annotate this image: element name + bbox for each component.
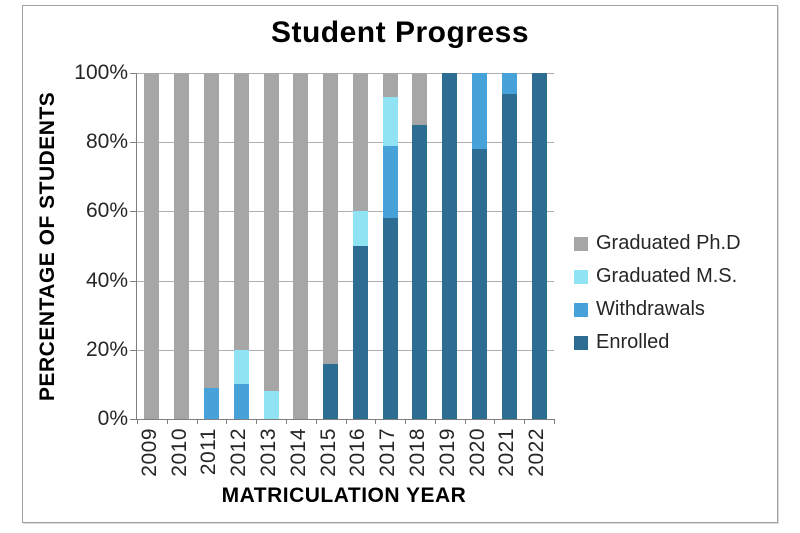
x-tick-mark [464, 419, 466, 424]
bar-segment-2020-withdrawals [472, 73, 488, 150]
y-tick-label-40: 40% [85, 268, 128, 292]
chart-frame: Student Progress PERCENTAGE OF STUDENTS … [22, 5, 778, 523]
legend-swatch-icon [574, 302, 588, 317]
bar-segment-2017-graduated-m-s- [382, 97, 398, 146]
x-tick-label-2013: 2013 [257, 428, 281, 477]
bar-segment-2010-graduated-ph-d [174, 73, 190, 419]
legend-item-withdrawals: Withdrawals [574, 293, 741, 326]
legend-swatch-icon [574, 236, 588, 251]
legend-label: Withdrawals [596, 298, 705, 320]
bar-segment-2013-graduated-m-s- [263, 391, 279, 419]
y-tick-label-0: 0% [97, 407, 128, 430]
legend-label: Graduated Ph.D [596, 232, 741, 254]
x-tick-mark [375, 419, 377, 424]
x-axis-title: MATRICULATION YEAR [221, 484, 467, 507]
bar-segment-2012-withdrawals [233, 384, 249, 419]
bar-segment-2012-graduated-m-s- [233, 349, 249, 385]
x-tick-label-2012: 2012 [227, 428, 251, 477]
y-tick-mark [130, 142, 136, 144]
legend-swatch-icon [574, 269, 588, 284]
y-tick-label-20: 20% [85, 337, 128, 361]
y-tick-mark [130, 73, 136, 74]
y-tick-mark [130, 280, 136, 282]
bar-segment-2021-withdrawals [501, 73, 517, 94]
bar-segment-2011-withdrawals [203, 387, 219, 419]
bar-segment-2014-graduated-ph-d [293, 73, 309, 419]
bar-segment-2022-enrolled [531, 73, 547, 419]
bar-segment-2009-graduated-ph-d [144, 73, 160, 419]
gridline-40 [137, 280, 554, 282]
bar-segment-2017-enrolled [382, 218, 398, 419]
x-tick-mark [226, 419, 228, 424]
y-tick-mark [130, 211, 136, 213]
bar-segment-2019-enrolled [442, 73, 458, 419]
x-tick-mark [405, 419, 407, 424]
y-axis-title: PERCENTAGE OF STUDENTS [36, 91, 59, 401]
x-tick-mark [196, 419, 198, 424]
chart-title: Student Progress [270, 16, 530, 49]
legend: Graduated Ph.D Graduated M.S. Withdrawals E… [574, 227, 741, 359]
x-tick-label-2021: 2021 [495, 428, 519, 477]
bar-segment-2016-graduated-m-s- [352, 211, 368, 246]
x-tick-mark [524, 419, 526, 424]
bar-segment-2016-enrolled [352, 246, 368, 419]
bar-segment-2012-graduated-ph-d [233, 73, 249, 350]
x-tick-mark [494, 419, 496, 424]
x-tick-label-2010: 2010 [167, 428, 191, 477]
x-tick-label-2011: 2011 [197, 428, 221, 476]
y-tick-mark [130, 349, 136, 351]
x-tick-label-2022: 2022 [525, 428, 549, 477]
x-tick-label-2020: 2020 [465, 428, 489, 477]
x-tick-label-2019: 2019 [435, 428, 459, 477]
y-tick-mark [130, 419, 136, 420]
x-tick-mark [554, 419, 555, 424]
bar-segment-2015-enrolled [323, 363, 339, 419]
legend-item-graduated-ph-d: Graduated Ph.D [574, 227, 741, 260]
y-tick-label-100: 100% [74, 61, 128, 84]
bar-segment-2017-withdrawals [382, 145, 398, 219]
x-tick-label-2015: 2015 [316, 428, 340, 477]
gridline-80 [137, 142, 554, 144]
x-tick-mark [137, 419, 138, 424]
x-tick-mark [434, 419, 436, 424]
y-tick-label-80: 80% [85, 130, 128, 154]
bar-segment-2020-enrolled [472, 149, 488, 419]
x-tick-mark [315, 419, 317, 424]
x-tick-label-2014: 2014 [286, 428, 310, 477]
plot-area [130, 73, 555, 424]
x-tick-label-2009: 2009 [137, 428, 161, 477]
bar-segment-2017-graduated-ph-d [382, 73, 398, 98]
bar-segment-2015-graduated-ph-d [323, 73, 339, 364]
legend-swatch-icon [574, 335, 588, 350]
legend-label: Enrolled [596, 331, 670, 353]
bar-segment-2011-graduated-ph-d [203, 73, 219, 388]
bar-segment-2021-enrolled [501, 93, 517, 419]
y-tick-label-60: 60% [85, 199, 128, 223]
bar-segment-2018-enrolled [412, 124, 428, 419]
legend-item-enrolled: Enrolled [574, 326, 741, 359]
bar-segment-2016-graduated-ph-d [352, 73, 368, 212]
gridline-20 [137, 349, 554, 351]
legend-label: Graduated M.S. [596, 265, 738, 287]
gridline-60 [137, 211, 554, 213]
x-tick-mark [166, 419, 168, 424]
bar-segment-2013-graduated-ph-d [263, 73, 279, 392]
x-tick-mark [345, 419, 347, 424]
x-tick-label-2016: 2016 [346, 428, 370, 477]
gridline-100 [137, 73, 554, 74]
x-tick-mark [256, 419, 258, 424]
x-tick-label-2017: 2017 [376, 428, 400, 477]
legend-item-graduated-m-s-: Graduated M.S. [574, 260, 741, 293]
x-tick-label-2018: 2018 [405, 428, 429, 477]
bar-segment-2018-graduated-ph-d [412, 73, 428, 125]
x-tick-mark [285, 419, 287, 424]
